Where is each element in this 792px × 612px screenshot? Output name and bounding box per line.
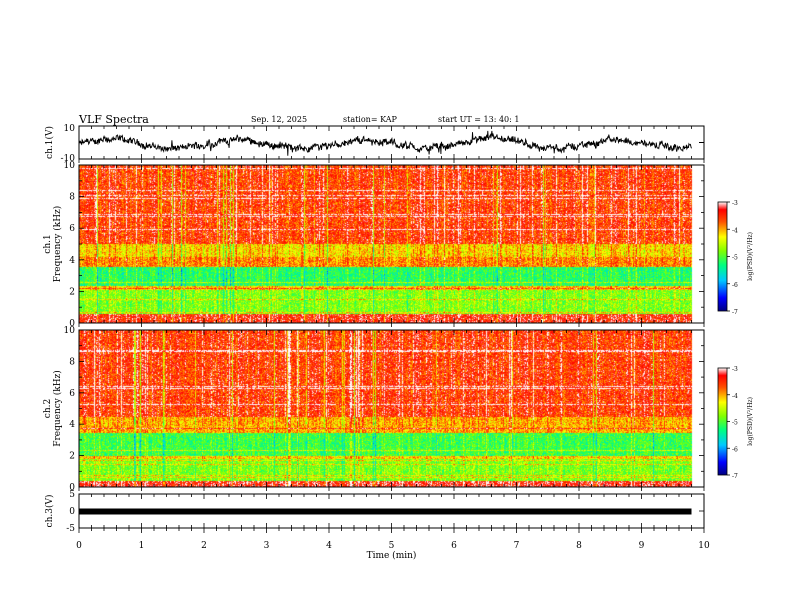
x-tick-label: 3 [264,541,270,551]
y-tick-label: 10 [64,326,76,336]
x-tick-label: 4 [326,541,332,551]
colorbar-tick-label: -5 [732,255,738,262]
x-tick-label: 0 [76,541,82,551]
y-ticks [79,329,704,488]
y-tick-label: 4 [69,256,75,266]
y-ticks [79,164,704,324]
y-tick-label: 6 [69,224,75,234]
y-tick-label: 10 [64,161,76,171]
x-tick-label: 7 [514,541,520,551]
colorbar-tick-label: -6 [732,282,738,289]
ch1-spectrogram-y-label-bottom: Frequency (kHz) [52,206,63,283]
y-tick-label: 0 [69,483,75,493]
ch2-spectrogram-image [79,330,704,487]
colorbar-tick-label: -7 [732,309,738,316]
y-tick-label: 0 [69,507,75,517]
ch3-waveform-line [79,508,692,515]
colorbar-tick-label: -7 [732,473,738,480]
x-axis-label: Time (min) [367,550,417,561]
y-tick-label: 2 [69,452,75,462]
x-tick-label: 1 [139,541,145,551]
chart-title: VLF Spectra [79,113,149,126]
ch1-spectrogram-image [79,165,704,323]
x-tick-label: 8 [576,541,582,551]
start-time-label: start UT = 13: 40: 1 [438,115,520,124]
y-tick-label: 8 [69,193,75,203]
x-tick-label: 5 [389,541,395,551]
y-tick-label: -5 [66,524,75,534]
colorbar-tick-label: -5 [732,420,738,427]
y-tick-label: 8 [69,357,75,367]
ch1-spectrogram-y-label-top: ch.1 [43,234,53,253]
y-tick-label: 5 [69,490,75,500]
ch2-spectrogram-y-label-top: ch.2 [43,399,53,418]
ch1-waveform-line [78,130,692,156]
x-tick-label: 9 [639,541,645,551]
x-tick-label: 10 [698,541,710,551]
colorbar-tick-label: -6 [732,446,738,453]
colorbar-tick-label: -4 [732,227,738,234]
x-ticks [78,126,705,163]
colorbar-tick-label: -3 [732,366,738,373]
y-tick-label: 2 [69,287,75,297]
x-tick-label: 6 [451,541,457,551]
y-tick-label: 6 [69,389,75,399]
y-tick-label: -10 [61,154,76,164]
y-tick-label: 0 [69,319,75,329]
x-ticks [78,494,705,533]
ch2-spectrogram-y-label-bottom: Frequency (kHz) [52,370,63,447]
ch1-spectrogram-colorbar-label: log(PSD)(V²/Hz) [747,232,754,281]
y-tick-label: 10 [64,124,76,134]
ch1-y-label: ch.1(V) [44,126,55,159]
ch1-spectrogram-colorbar [717,201,728,312]
ch2-spectrogram-colorbar [717,367,728,476]
date-label: Sep. 12, 2025 [251,115,308,124]
x-ticks [78,330,705,491]
ch3-y-label: ch.3(V) [44,495,55,528]
colorbar-tick-label: -4 [732,393,738,400]
x-ticks [78,165,705,327]
station-label: station= KAP [343,115,397,124]
y-tick-label: 4 [69,420,75,430]
colorbar-tick-label: -3 [732,200,738,207]
ch2-spectrogram-colorbar-label: log(PSD)(V²/Hz) [747,397,754,446]
x-tick-label: 2 [201,541,207,551]
